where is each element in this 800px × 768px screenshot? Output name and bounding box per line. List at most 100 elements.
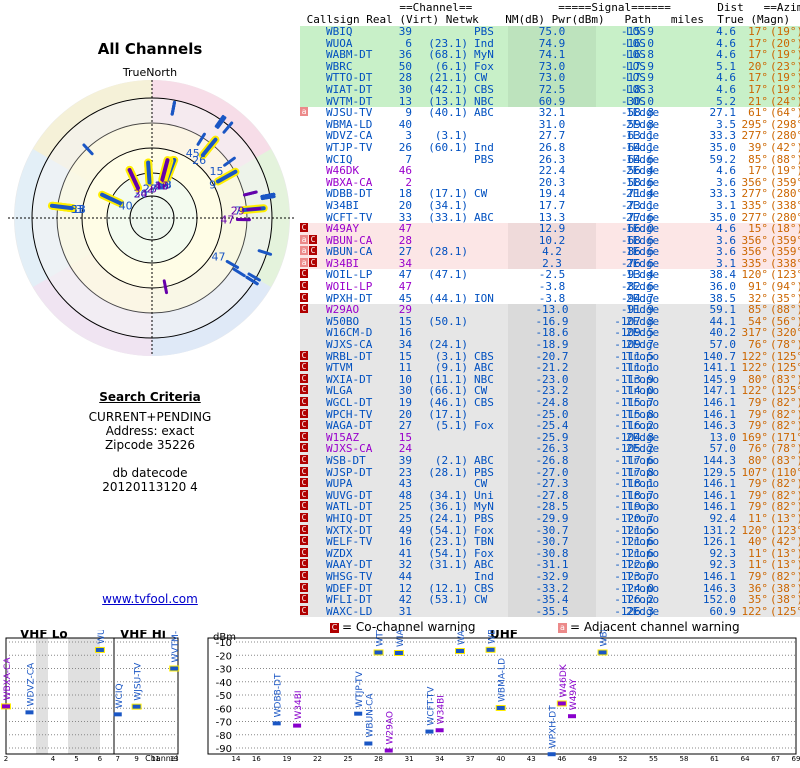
network-cell: ABC xyxy=(474,558,494,572)
table-row[interactable]: WUOA 6 (23.1) Ind 74.9 -16.0 LOS 4.6 17° (20°) xyxy=(300,36,800,50)
adjacent-channel-legend: a = Adjacent channel warning xyxy=(558,620,740,634)
table-row[interactable]: C WOIL-LP 47 (47.1) -2.5 -93.4 1Edge 38.4 120° (1… xyxy=(300,268,800,282)
callsign-cell: WABM-DT xyxy=(326,48,373,62)
table-row[interactable]: C WUPA 43 CW -27.3 -118.1 Tropo 146.1 79° (82°) xyxy=(300,478,800,490)
azimuth-true-cell: 76° xyxy=(748,338,768,352)
path-type-cell: Tropo xyxy=(626,558,660,572)
table-row[interactable]: WTTO-DT 28 (21.1) CW 73.0 -17.9 LOS 4.6 17° (19°) xyxy=(300,72,800,84)
network-cell: Ind xyxy=(474,140,494,154)
table-row[interactable]: W46DK 46 22.4 -56.4 2Edge 4.6 17° (19°) xyxy=(300,165,800,177)
azimuth-true-cell: 17° xyxy=(748,71,768,85)
nm-cell-bg xyxy=(508,269,596,282)
path-type-cell: Tropo xyxy=(626,535,660,549)
y-tick-label: -30 xyxy=(216,665,232,676)
table-row[interactable]: C WUVG-DT 48 (34.1) Uni -27.8 -118.7 Tropo 146.1… xyxy=(300,490,800,502)
azimuth-magnetic-cell: (123°) xyxy=(770,268,800,282)
co-channel-flag-icon: C xyxy=(309,257,317,267)
distance-cell: 4.6 xyxy=(716,164,736,178)
signal-mark xyxy=(394,650,403,655)
table-row[interactable]: C WFLI-DT 42 (53.1) CW -35.4 -126.2 Tropo 152.0 3… xyxy=(300,594,800,606)
table-row[interactable]: C WRBL-DT 15 (3.1) CBS -20.7 -111.5 Tropo 140.7 1… xyxy=(300,351,800,363)
table-row[interactable]: WBRC 50 (6.1) Fox 73.0 -17.9 LOS 5.1 20° (23°) xyxy=(300,61,800,73)
real-channel-cell: 30 xyxy=(398,82,412,96)
azimuth-magnetic-cell: (42°) xyxy=(770,535,800,549)
network-cell: PBS xyxy=(474,465,494,479)
azimuth-magnetic-cell: (125°) xyxy=(770,349,800,363)
x-tick-label: 69 xyxy=(792,755,800,763)
page-title: All Channels xyxy=(97,40,203,58)
table-row[interactable]: W50BO 15 (50.1) -16.9 -107.8 2Edge 44.1 54° (56°… xyxy=(300,316,800,328)
real-channel-cell: 15 xyxy=(398,314,412,328)
virtual-channel-cell: (17.1) xyxy=(428,187,468,201)
table-row[interactable]: WTJP-TV 26 (60.1) Ind 26.8 -64.1 1Edge 35.0 39°(… xyxy=(300,142,800,154)
table-row[interactable]: C WZDX 41 (54.1) Fox -30.8 -121.6 Tropo 92.3 11°(… xyxy=(300,548,800,560)
real-channel-cell: 44 xyxy=(398,569,412,583)
table-row[interactable]: C W29AO 29 -13.0 -91.9 1Edge 59.1 85° (88°) xyxy=(300,304,800,316)
table-row[interactable]: C WHIQ-DT 25 (24.1) PBS -29.9 -120.7 Tropo 92.4 1… xyxy=(300,513,800,525)
table-row[interactable]: C WPXH-DT 45 (44.1) ION -3.8 -94.7 2Edge 38.5 32°… xyxy=(300,293,800,305)
table-row[interactable]: a WJSU-TV 9 (40.1) ABC 32.1 -58.8 1Edge 27.1 61°(… xyxy=(300,107,800,119)
table-row[interactable]: a C WBUN-CA 27 (28.1) 4.2 -86.6 1Edge 3.6 356° (35… xyxy=(300,246,800,258)
co-channel-flag-icon: C xyxy=(309,246,317,256)
table-row[interactable]: C WGCL-DT 19 (46.1) CBS -24.8 -115.7 Tropo 146.1… xyxy=(300,397,800,409)
table-row[interactable]: C WATL-DT 25 (36.1) MyN -28.5 -119.3 Tropo 146.1… xyxy=(300,501,800,513)
table-row[interactable]: WBIQ 39 PBS 75.0 -15.9 LOS 4.6 17° (19°) xyxy=(300,26,800,38)
table-row[interactable]: WJXS-CA 34 (24.1) -18.9 -109.7 2Edge 57.0 76° (7… xyxy=(300,339,800,351)
criteria-datecode-label: db datecode xyxy=(112,466,188,480)
path-type-cell: Tropo xyxy=(626,372,660,386)
table-row[interactable]: C WJXS-CA 24 -26.3 -105.2 2Edge 57.0 76° (78°) xyxy=(300,443,800,455)
azimuth-true-cell: 317° xyxy=(741,326,769,340)
table-row[interactable]: C WAGA-DT 27 (5.1) Fox -25.4 -116.2 Tropo 146.3 7… xyxy=(300,420,800,432)
noise-margin-cell: 13.3 xyxy=(538,210,566,224)
table-row[interactable]: C WLGA 30 (66.1) CW -23.2 -114.0 Tropo 147.1 122°… xyxy=(300,385,800,397)
table-row[interactable]: C WSB-DT 39 (2.1) ABC -26.8 -117.6 Tropo 144.3 80… xyxy=(300,455,800,467)
path-type-cell: Tropo xyxy=(626,465,660,479)
real-channel-cell: 24 xyxy=(398,442,412,456)
table-row[interactable]: WIAT-DT 30 (42.1) CBS 72.5 -18.3 LOS 4.6 17° (19°… xyxy=(300,84,800,96)
table-row[interactable]: C WTVM 11 (9.1) ABC -21.2 -111.1 Tropo 141.1 122°… xyxy=(300,362,800,374)
y-axis-label: dBm xyxy=(213,632,236,643)
distance-cell: 3.1 xyxy=(716,256,736,270)
table-row[interactable]: C WHSG-TV 44 Ind -32.9 -123.7 Tropo 146.1 79° (82… xyxy=(300,571,800,583)
azimuth-magnetic-cell: (20°) xyxy=(770,36,800,50)
co-channel-flag-icon: C xyxy=(300,397,308,406)
signal-mark-label: WABM-DT xyxy=(457,630,467,645)
table-row[interactable]: C WOIL-LP 47 -3.8 -82.6 2Edge 36.0 91° (94°) xyxy=(300,281,800,293)
azimuth-true-cell: 169° xyxy=(741,430,769,444)
table-row[interactable]: WVTM-DT 13 (13.1) NBC 60.9 -30.0 LOS 5.2 21° (24°… xyxy=(300,95,800,108)
x-tick-label: 67 xyxy=(771,755,780,763)
real-channel-cell: 46 xyxy=(398,164,412,178)
table-row[interactable]: WCFT-TV 33 (33.1) ABC 13.3 -77.6 2Edge 35.0 277°… xyxy=(300,210,800,224)
azimuth-true-cell: 32° xyxy=(748,291,768,305)
nm-cell-bg xyxy=(508,327,596,340)
table-row[interactable]: C WXTX-DT 49 (54.1) Fox -30.7 -121.5 Tropo 131.2… xyxy=(300,523,800,537)
table-row[interactable]: C W49AY 47 12.9 -66.0 1Edge 4.6 15° (18°) xyxy=(300,223,800,235)
signal-mark-label: WUOA xyxy=(97,630,107,644)
table-row[interactable]: WDVZ-CA 3 (3.1) 27.7 -63.1 1Edge 33.3 277° (280°… xyxy=(300,130,800,142)
path-type-cell: Tropo xyxy=(626,546,660,560)
table-row[interactable]: C WJSP-DT 23 (28.1) PBS -27.0 -117.8 Tropo 129.5… xyxy=(300,465,800,479)
x-tick-label: 9 xyxy=(134,755,138,763)
callsign-cell: WTVM xyxy=(326,361,353,375)
tvfool-link[interactable]: www.tvfool.com xyxy=(102,592,198,606)
noise-margin-cell: -30.7 xyxy=(535,523,569,537)
table-row[interactable]: C WXIA-DT 10 (11.1) NBC -23.0 -113.9 Tropo 145.9… xyxy=(300,374,800,386)
table-row[interactable]: C WELF-TV 16 (23.1) TBN -30.7 -121.6 Tropo 126.1… xyxy=(300,536,800,548)
table-row[interactable]: WABM-DT 36 (68.1) MyN 74.1 -16.8 LOS 4.6 17° (19°… xyxy=(300,49,800,61)
signal-power-cell: -17.9 xyxy=(620,59,654,73)
table-row[interactable]: WCIQ 7 PBS 26.3 -64.6 1Edge 59.2 85° (88°) xyxy=(300,153,800,166)
table-row[interactable]: WDBB-DT 18 (17.1) CW 19.4 -71.4 2Edge 33.3 277°(… xyxy=(300,188,800,200)
network-cell: CBS xyxy=(474,581,494,595)
azimuth-true-cell: 11° xyxy=(748,511,768,525)
table-row[interactable]: C WAAY-DT 32 (31.1) ABC -31.1 -122.0 Tropo 92.3 1… xyxy=(300,559,800,571)
table-row[interactable]: C WDEF-DT 12 (12.1) CBS -33.2 -124.0 Tropo 146.3… xyxy=(300,581,800,595)
table-row[interactable]: C WPCH-TV 20 (17.1) -25.0 -115.8 Tropo 146.1 79°… xyxy=(300,408,800,421)
